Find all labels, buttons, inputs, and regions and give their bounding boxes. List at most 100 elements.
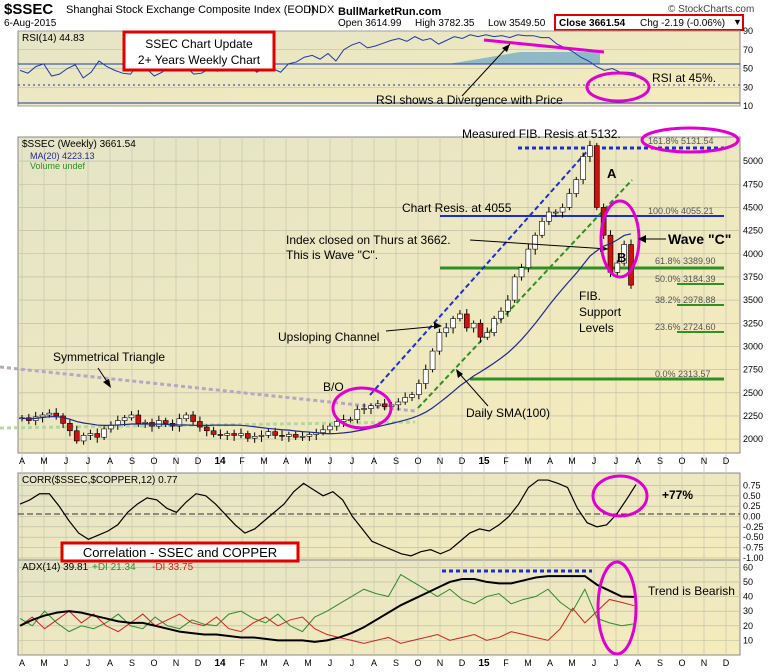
candle <box>101 428 107 438</box>
candle <box>525 248 532 268</box>
candle <box>368 405 374 409</box>
x-tick-label: A <box>635 456 641 466</box>
candle <box>375 403 381 407</box>
index-closed-note-2: This is Wave "C". <box>286 248 378 262</box>
x-tick-label: O <box>150 658 157 668</box>
x-tick-label: M <box>524 456 532 466</box>
y-tick-label: 90 <box>743 26 753 36</box>
y-tick-label: 3250 <box>743 318 763 328</box>
x-tick-label: 14 <box>214 456 226 467</box>
channel-lower-line <box>417 179 633 409</box>
candle <box>67 423 73 432</box>
x-tick-label: N <box>173 456 180 466</box>
candle <box>546 211 552 222</box>
index-closed-note-1: Index closed on Thurs at 3662. <box>286 233 451 247</box>
y-tick-label: 4250 <box>743 226 763 236</box>
candle <box>505 299 511 312</box>
y-tick-label: 20 <box>743 621 753 631</box>
fib-support-line1: FIB. <box>579 289 601 303</box>
x-tick-label: M <box>568 658 576 668</box>
candle <box>484 332 491 338</box>
upsloping-arrow <box>385 325 441 332</box>
y-tick-label: 40 <box>743 592 753 602</box>
x-tick-label: D <box>459 456 466 466</box>
y-tick-label: 3500 <box>743 295 763 305</box>
x-tick-label: O <box>414 658 421 668</box>
y-tick-label: 4000 <box>743 249 763 259</box>
minus-di-legend: -DI 33.75 <box>152 562 194 573</box>
x-tick-label: N <box>437 456 444 466</box>
candle <box>587 145 593 157</box>
y-tick-label: 10 <box>743 635 753 645</box>
x-tick-label: J <box>350 456 355 466</box>
candle <box>607 234 614 273</box>
candle <box>416 383 422 395</box>
y-axes: 90 70 50 30 10 5000 4750 4500 4250 4000 3750 3500 32… <box>743 26 764 645</box>
close-change-box <box>554 14 744 31</box>
x-tick-label: 15 <box>478 658 490 669</box>
x-tick-label: S <box>129 456 135 466</box>
x-tick-label: A <box>19 456 25 466</box>
plus-di-legend: +DI 21.34 <box>92 562 136 573</box>
plus-di-line <box>19 573 635 633</box>
x-tick-label: J <box>328 456 333 466</box>
candle <box>286 434 292 437</box>
title-box <box>122 30 276 72</box>
y-tick-label: 10 <box>743 101 753 111</box>
candle <box>39 414 46 418</box>
divergence-arrowhead <box>502 44 510 52</box>
candle <box>402 397 408 403</box>
candle <box>491 318 497 333</box>
channel-upper-line <box>369 147 591 396</box>
candle <box>498 310 504 319</box>
candle <box>573 179 580 194</box>
candle <box>279 435 285 437</box>
fib-support-line2: Support <box>579 305 622 319</box>
fib-618-label: 61.8% 3389.90 <box>655 256 716 266</box>
y-tick-label: 3000 <box>743 341 763 351</box>
x-tick-label: D <box>195 456 202 466</box>
close-value: Close 3661.54 <box>559 18 626 29</box>
candle <box>210 430 217 435</box>
x-tick-label: A <box>547 658 553 668</box>
x-tick-label: A <box>371 456 377 466</box>
candle <box>142 422 148 424</box>
index-closed-arrow <box>469 239 609 250</box>
rsi-line <box>19 34 637 79</box>
candle <box>60 415 66 424</box>
x-tick-label: M <box>568 456 576 466</box>
fib-levels <box>440 146 724 381</box>
fib-50-label: 50.0% 3184.39 <box>655 274 716 284</box>
y-tick-label: 3750 <box>743 272 763 282</box>
adx-circle <box>596 560 638 656</box>
candle <box>292 434 299 438</box>
x-tick-label: A <box>283 658 289 668</box>
chart-resistance-note: Chart Resis. at 4055 <box>402 201 512 215</box>
breakout-circle <box>331 386 393 430</box>
x-tick-label: D <box>459 658 466 668</box>
fib-100-label: 100.0% 4055.21 <box>648 206 714 216</box>
triangle-arrowhead <box>103 379 111 388</box>
corr-title-box <box>60 541 300 563</box>
x-tick-label: J <box>592 456 597 466</box>
low-value: Low 3549.50 <box>488 18 546 29</box>
corr-percent: +77% <box>662 488 693 502</box>
candle <box>395 401 402 406</box>
dropdown-arrow-icon[interactable]: ▼ <box>733 17 742 27</box>
candle <box>552 211 559 214</box>
candle <box>121 417 128 421</box>
rsi-circle <box>585 71 651 103</box>
candle <box>299 436 306 438</box>
x-tick-label: N <box>701 456 708 466</box>
candle <box>183 414 190 420</box>
x-tick-label: A <box>371 658 377 668</box>
candle <box>539 221 545 236</box>
price-legend: $SSEC (Weekly) 3661.54 <box>22 139 136 150</box>
candle <box>320 429 326 433</box>
x-tick-label: F <box>239 456 245 466</box>
y-tick-label: 30 <box>743 606 753 616</box>
fib-0-label: 0.0% 2313.57 <box>655 369 711 379</box>
candle <box>580 156 586 180</box>
index-name: Shanghai Stock Exchange Composite Index … <box>66 4 315 16</box>
